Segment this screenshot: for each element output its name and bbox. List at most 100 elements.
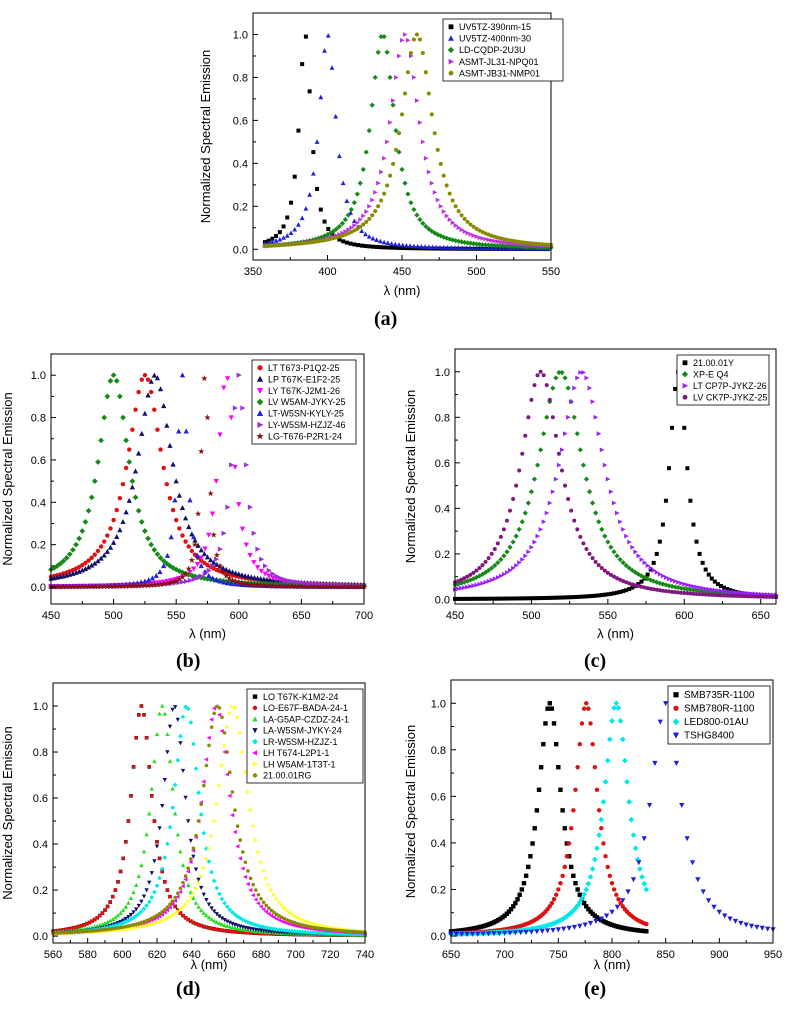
data-point (512, 930, 519, 936)
data-point (633, 583, 638, 588)
data-point (441, 173, 446, 178)
data-point (645, 586, 650, 591)
data-point (144, 923, 149, 928)
data-point (139, 899, 144, 904)
data-point (292, 241, 297, 246)
data-point (212, 711, 216, 716)
data-point (520, 596, 525, 601)
data-point (206, 572, 212, 578)
data-point (495, 575, 501, 580)
data-point (202, 571, 208, 577)
x-tick-label: 700 (355, 610, 373, 622)
data-point (593, 559, 598, 564)
series-e-0 (448, 701, 649, 934)
data-point (243, 770, 248, 775)
data-point (209, 717, 214, 722)
data-point (117, 495, 123, 501)
data-point (459, 596, 464, 601)
data-point (154, 375, 161, 381)
data-point (263, 582, 271, 589)
y-tick-label: 0.0 (31, 582, 46, 594)
data-point (516, 239, 521, 244)
data-point (441, 244, 447, 250)
data-point (578, 534, 583, 539)
data-point (645, 572, 650, 577)
data-point (495, 541, 500, 546)
data-point (483, 559, 488, 564)
data-point (340, 180, 346, 186)
data-point (486, 237, 492, 243)
data-point (575, 765, 580, 770)
x-tick-label: 950 (764, 949, 782, 961)
data-point (301, 583, 308, 590)
data-point (173, 478, 179, 484)
legend-marker (252, 761, 258, 767)
data-point (227, 920, 232, 925)
data-point (88, 494, 95, 501)
data-point (195, 575, 201, 581)
data-point (113, 583, 120, 589)
data-point (498, 573, 504, 579)
data-point (277, 236, 283, 242)
data-point (227, 793, 232, 798)
data-point (593, 593, 598, 598)
legend-label: XP-E Q4 (693, 369, 729, 379)
data-point (459, 931, 465, 938)
data-point (142, 923, 147, 929)
data-point (70, 546, 76, 553)
data-point (207, 557, 214, 563)
data-point (153, 572, 159, 578)
data-point (293, 913, 298, 919)
data-point (110, 916, 115, 922)
data-point (66, 930, 71, 935)
data-point (579, 895, 585, 902)
data-point (456, 225, 462, 231)
legend-label: ASMT-JB31-NMP01 (459, 68, 540, 78)
data-point (637, 866, 643, 872)
data-point (607, 873, 613, 878)
data-point (295, 241, 300, 246)
data-point (611, 591, 616, 596)
data-point (504, 596, 509, 601)
data-point (528, 241, 533, 246)
data-point (79, 929, 84, 934)
data-point (576, 899, 583, 906)
data-point (95, 915, 99, 920)
data-point (551, 920, 557, 927)
data-point (170, 913, 175, 918)
data-point (423, 70, 428, 75)
data-point (685, 466, 690, 471)
data-point (236, 581, 242, 587)
data-point (571, 873, 576, 878)
data-point (526, 864, 531, 870)
data-point (191, 846, 196, 851)
data-point (599, 447, 605, 453)
data-point (528, 489, 535, 495)
data-point (559, 369, 565, 376)
data-point (477, 235, 483, 240)
data-point (310, 583, 318, 590)
data-point (657, 719, 663, 725)
chart-d: 560 580 600 620 640 660 680 700 720 7400.00.20.40… (0, 682, 374, 972)
data-point (621, 526, 626, 532)
data-point (139, 862, 144, 868)
series-e-3 (448, 701, 776, 938)
data-point (420, 139, 426, 145)
data-point (135, 582, 142, 589)
data-point (214, 912, 219, 917)
data-point (142, 410, 148, 416)
data-point (165, 841, 170, 847)
data-point (411, 243, 417, 249)
data-point (474, 226, 479, 231)
data-point (447, 217, 453, 223)
data-point (298, 241, 303, 246)
data-point (700, 585, 706, 591)
data-point (150, 793, 154, 798)
data-point (245, 919, 251, 925)
data-point (727, 916, 733, 922)
legend: UV5TZ-390nm-15UV5TZ-400nm-30LD-CQDP-2U3U… (442, 18, 564, 82)
data-point (563, 595, 568, 600)
data-point (561, 926, 567, 932)
data-point (587, 385, 593, 391)
legend-label: UV5TZ-400nm-30 (459, 34, 531, 44)
